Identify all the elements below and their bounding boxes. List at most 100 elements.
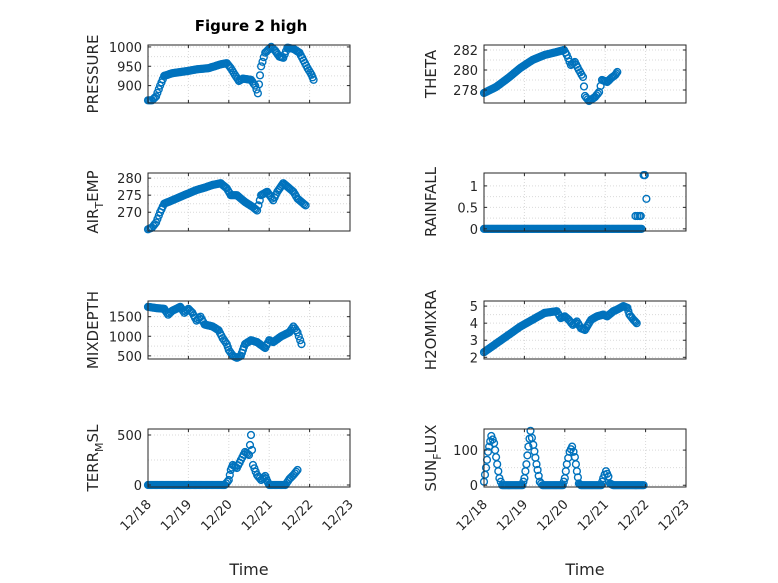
y-axis-label-main: SUN — [422, 460, 440, 492]
axes-box — [147, 300, 351, 360]
y-axis-label-tail: EMP — [84, 170, 102, 201]
y-tick-label: 275 — [117, 189, 142, 204]
y-tick-label: 0 — [470, 223, 478, 238]
x-axis-label: Time — [228, 560, 268, 579]
y-axis-label-sub: T — [93, 202, 106, 210]
y-axis-label: THETA — [422, 49, 440, 99]
y-axis-label-main: AIR — [84, 209, 102, 234]
data-point — [482, 455, 492, 464]
x-tick-label: 12/23 — [320, 497, 357, 534]
y-tick-label: 100 — [453, 444, 478, 459]
x-tick-label: 12/18 — [118, 497, 155, 534]
data-point — [247, 445, 257, 455]
subplot-rainfall: 0 0.5 1 RAINFALL — [422, 166, 687, 238]
subplot-mixdepth: 500 1000 1500 MIXDEPTH — [84, 291, 351, 369]
data-point — [300, 200, 309, 209]
x-tick-label: 12/20 — [199, 497, 236, 534]
data-point — [642, 194, 651, 203]
figure-title: Figure 2 high — [195, 17, 308, 35]
y-tick-label: 5 — [470, 300, 478, 315]
data-point — [561, 467, 570, 476]
data-point — [632, 319, 641, 328]
data-point — [559, 477, 568, 486]
y-axis-label: TERRMSL — [84, 424, 106, 493]
y-axis-label: SUNFLUX — [422, 425, 444, 492]
y-tick-label: 1 — [470, 180, 478, 195]
y-tick-label: 280 — [453, 64, 478, 79]
y-tick-label: 278 — [453, 84, 478, 99]
data-point — [578, 72, 588, 82]
data-point — [558, 481, 567, 490]
data-point — [630, 316, 639, 326]
data-point — [524, 442, 533, 451]
data-point — [251, 81, 260, 90]
y-axis-label: RAINFALL — [422, 166, 440, 237]
data-point — [294, 332, 303, 341]
data-point — [253, 206, 262, 215]
data-point — [613, 67, 622, 77]
y-tick-label: 500 — [117, 429, 142, 444]
data-point — [631, 317, 640, 327]
data-point — [224, 475, 233, 485]
data-point — [579, 82, 589, 91]
y-tick-label: 1500 — [109, 311, 142, 326]
data-point — [480, 470, 490, 479]
x-tick-label: 12/21 — [239, 497, 276, 534]
data-point — [309, 75, 318, 84]
data-point — [521, 467, 530, 476]
data-point — [518, 481, 527, 490]
y-tick-label: 3 — [470, 334, 478, 349]
data-point — [153, 88, 162, 97]
axes-box — [483, 300, 687, 360]
subplot-terr_msl: 0 500 12/18 12/19 12/20 12/21 12/22 12/23 Time TE… — [84, 424, 357, 579]
data-point — [571, 460, 581, 469]
subplot-h2omixra: 2 3 4 5 H2OMIXRA — [422, 289, 687, 370]
subplot-air_temp: 270 275 280 AIRTEMP — [84, 170, 351, 234]
data-point — [567, 442, 577, 451]
data-point — [288, 324, 297, 333]
y-tick-label: 280 — [117, 172, 142, 187]
data-point — [523, 451, 532, 460]
data-point — [493, 460, 502, 469]
data-point — [491, 446, 500, 455]
x-axis-label: Time — [564, 560, 604, 579]
data-point — [293, 465, 302, 475]
y-axis-label: AIRTEMP — [84, 170, 106, 233]
data-point — [292, 467, 301, 476]
data-point — [297, 340, 306, 349]
y-axis-label: PRESSURE — [84, 35, 102, 114]
y-axis-label-main: PRESSURE — [84, 35, 102, 114]
y-axis-label-main: RAINFALL — [422, 166, 440, 237]
subplot-sun_flux: 0 100 12/18 12/19 12/20 12/21 12/22 12/23 Time SU… — [422, 425, 693, 579]
y-axis-label-sub: M — [93, 442, 106, 452]
y-tick-label: 282 — [453, 44, 478, 59]
data-point — [301, 201, 310, 210]
data-point — [569, 447, 578, 456]
x-tick-label: 12/19 — [158, 497, 195, 534]
data-point — [519, 477, 528, 486]
data-point — [530, 447, 539, 456]
y-tick-label: 270 — [117, 206, 142, 221]
axes-box — [147, 428, 351, 488]
y-axis-label-main: H2OMIXRA — [422, 289, 440, 370]
data-point — [526, 426, 535, 435]
x-tick-label: 12/22 — [279, 497, 316, 534]
axes-box — [483, 44, 687, 104]
data-point — [253, 89, 263, 98]
y-tick-label: 0 — [134, 479, 142, 494]
y-tick-label: 500 — [117, 350, 142, 365]
data-point — [154, 85, 163, 94]
x-tick-label: 12/21 — [575, 497, 612, 534]
data-point — [522, 460, 531, 469]
y-tick-label: 950 — [117, 60, 142, 75]
y-axis-label-tail: LUX — [422, 425, 440, 454]
axes-box — [483, 172, 687, 232]
data-point — [593, 89, 602, 98]
y-tick-label: 1000 — [109, 41, 142, 56]
data-point — [533, 465, 542, 475]
data-point — [494, 467, 503, 476]
y-axis-label-tail: SL — [84, 424, 102, 443]
data-point — [257, 62, 266, 71]
axes-box — [147, 44, 351, 104]
